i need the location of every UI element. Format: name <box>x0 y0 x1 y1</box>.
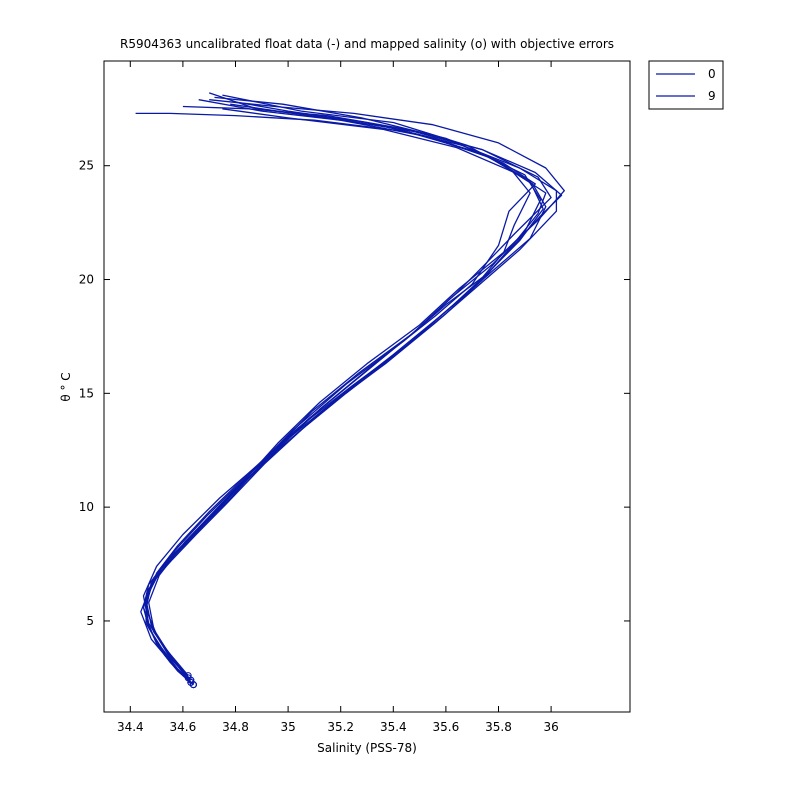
y-tick-label: 10 <box>79 500 94 514</box>
y-axis-label: θ ° C <box>59 372 73 401</box>
plot-area-frame <box>103 60 631 713</box>
axis-ticks: 34.4 34.6 34.8 35 35.2 35.4 35.6 35.8 36 5 10 15 20 2… <box>79 61 630 734</box>
x-tick-label: 35 <box>280 720 295 734</box>
x-tick-label: 34.8 <box>222 720 249 734</box>
legend-box <box>648 60 724 110</box>
series-line-9 <box>145 101 544 677</box>
y-tick-label: 20 <box>79 273 94 287</box>
chart-title: R5904363 uncalibrated float data (-) and… <box>120 37 614 51</box>
x-axis-label: Salinity (PSS-78) <box>317 741 417 755</box>
y-tick-label: 15 <box>79 386 94 400</box>
series-line-6 <box>145 103 558 683</box>
x-tick-label: 35.2 <box>327 720 354 734</box>
x-tick-label: 35.4 <box>380 720 407 734</box>
mapped-salinity-marker <box>184 672 192 680</box>
legend-label-9: 9 <box>708 89 716 103</box>
x-tick-label: 35.8 <box>485 720 512 734</box>
x-tick-label: 35.6 <box>433 720 460 734</box>
y-tick-label: 25 <box>79 159 94 173</box>
series-line-7 <box>142 108 547 686</box>
x-tick-label: 34.4 <box>117 720 144 734</box>
x-tick-label: 34.6 <box>170 720 197 734</box>
legend-label-0: 0 <box>708 67 716 81</box>
x-tick-label: 36 <box>543 720 558 734</box>
series-line-0 <box>142 99 565 686</box>
series-line-3 <box>148 96 536 681</box>
data-series-group <box>135 92 565 689</box>
legend: 0 9 <box>648 60 724 110</box>
y-tick-label: 5 <box>86 614 94 628</box>
